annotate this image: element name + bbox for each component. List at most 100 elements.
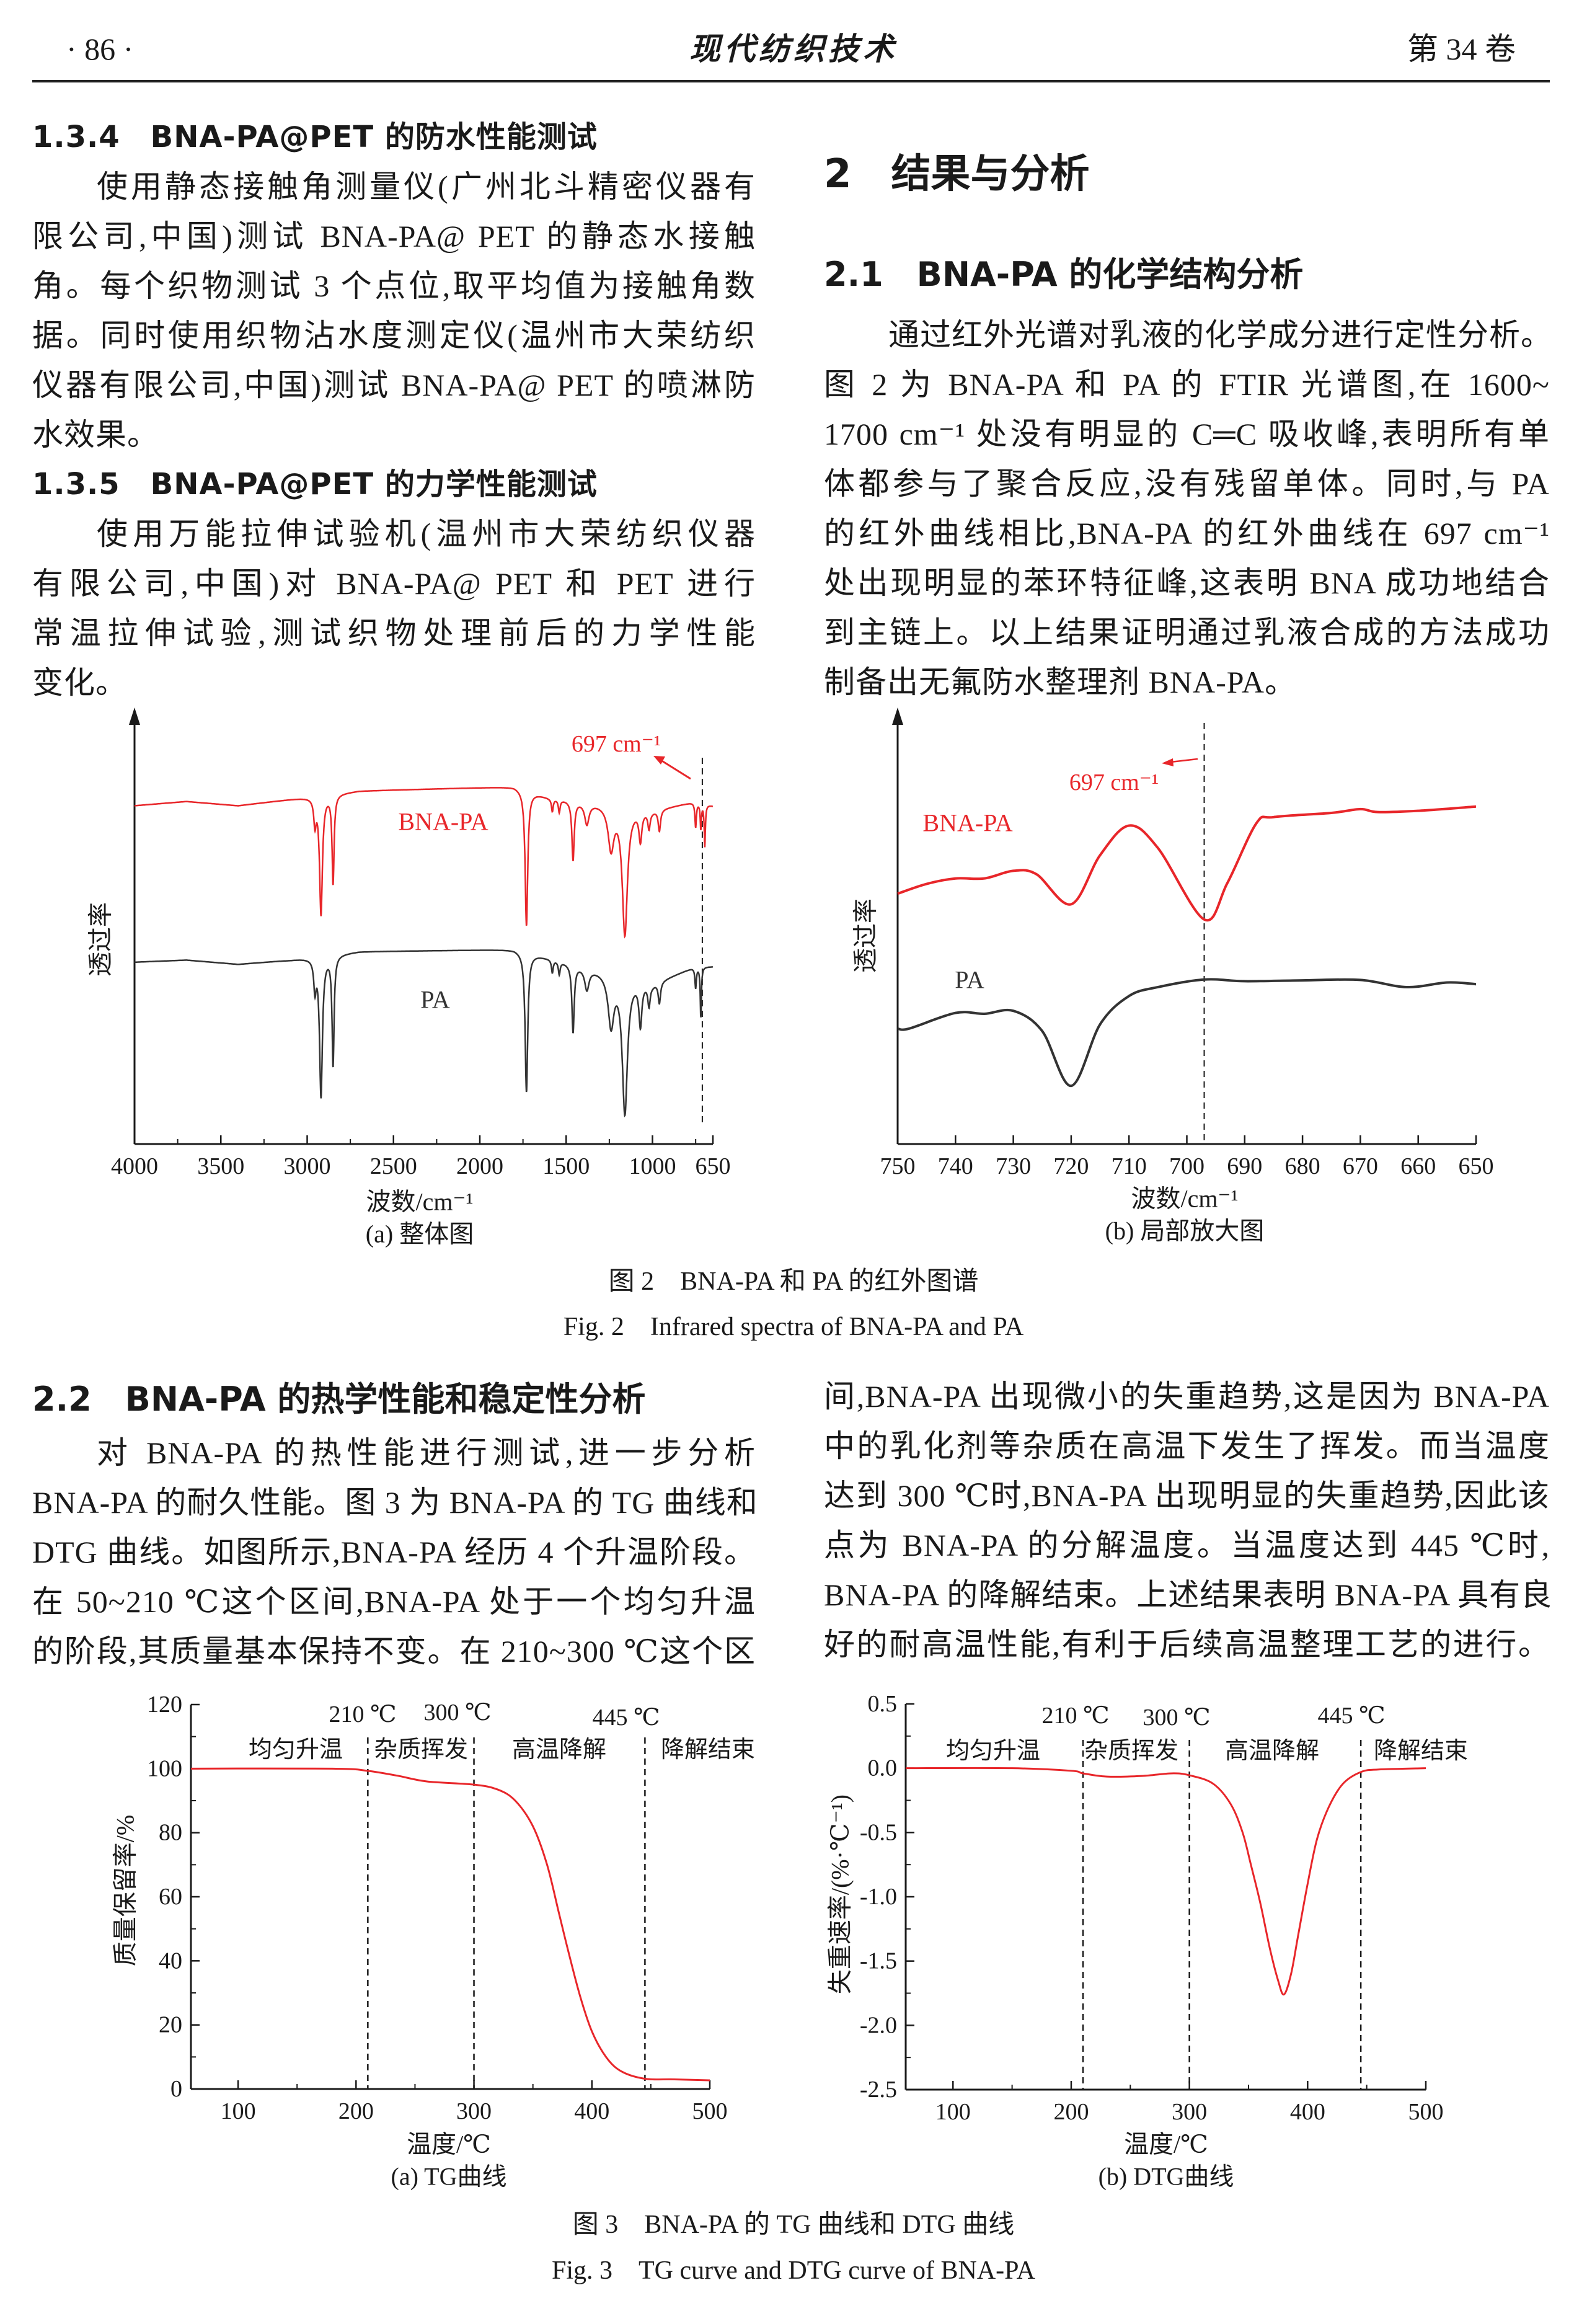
series-line-pa — [135, 949, 713, 1118]
y-tick-label: 0.0 — [868, 1755, 898, 1781]
y-tick-label: 20 — [159, 2012, 182, 2038]
y-tick-label: 80 — [159, 1820, 182, 1846]
series-line-bna-pa — [905, 1767, 1426, 1996]
right-column-bottom: 间,BNA-PA 出现微小的失重趋势,这是因为 BNA-PA 中的乳化剂等杂质在高… — [824, 1372, 1550, 1669]
x-tick-label: 200 — [1053, 2099, 1089, 2125]
text-line: 的阶段,其质量基本保持不变。在 210~300 ℃这个区 — [32, 1634, 756, 1669]
stage-label: 高温降解 — [512, 1737, 606, 1763]
figure-3-caption-cn: 图 3 BNA-PA 的 TG 曲线和 DTG 曲线 — [572, 2211, 1015, 2239]
x-tick-label: 200 — [338, 2098, 374, 2124]
text-line: 水效果。 — [32, 417, 159, 452]
section-heading-1-3-5: 1.3.5 BNA-PA@PET 的力学性能测试 — [32, 467, 598, 502]
x-tick-label: 710 — [1112, 1153, 1147, 1179]
boundary-temperature-label: 300 ℃ — [423, 1700, 491, 1726]
left-column-top: 1.3.4 BNA-PA@PET 的防水性能测试 使用静态接触角测量仪(广州北斗… — [32, 112, 756, 707]
stage-label: 均匀升温 — [249, 1737, 343, 1763]
x-tick-label: 300 — [456, 2098, 492, 2124]
text-line: 据。同时使用织物沾水度测定仪(温州市大荣纺织 — [32, 318, 756, 353]
y-axis-label: 失重速率/(%·℃⁻¹) — [826, 1794, 854, 1994]
text-line: 1700 cm⁻¹ 处没有明显的 C═C 吸收峰,表明所有单 — [824, 417, 1550, 451]
x-tick-label: 300 — [1172, 2099, 1207, 2125]
x-axis-label: 波数/cm⁻¹ — [366, 1188, 473, 1216]
text-line: 有限公司,中国)对 BNA-PA@ PET 和 PET 进行 — [32, 566, 756, 601]
x-tick-label: 100 — [935, 2099, 971, 2125]
journal-title: 现代纺织技术 — [689, 32, 898, 66]
x-tick-label: 670 — [1343, 1153, 1378, 1179]
x-tick-label: 730 — [996, 1153, 1031, 1179]
boundary-temperature-label: 445 ℃ — [592, 1705, 660, 1731]
section-heading-2: 2 结果与分析 — [824, 151, 1090, 197]
series-line-pa — [897, 978, 1477, 1088]
x-tick-label: 700 — [1169, 1153, 1205, 1179]
header-rule — [32, 80, 1550, 82]
text-line: DTG 曲线。如图所示,BNA-PA 经历 4 个升温阶段。 — [32, 1535, 756, 1569]
series-line-bna-pa — [190, 1767, 710, 2082]
series-label-bna-pa: BNA-PA — [922, 809, 1012, 837]
text-line: 间,BNA-PA 出现微小的失重趋势,这是因为 BNA-PA — [824, 1379, 1550, 1414]
text-line: 达到 300 ℃时,BNA-PA 出现明显的失重趋势,因此该 — [824, 1478, 1550, 1513]
x-tick-label: 500 — [692, 2098, 728, 2124]
stage-label: 高温降解 — [1225, 1738, 1319, 1764]
x-tick-label: 3500 — [197, 1153, 244, 1179]
figure-3-caption-en: Fig. 3 TG curve and DTG curve of BNA-PA — [552, 2256, 1035, 2285]
paragraph-waterproof-test: 使用静态接触角测量仪(广州北斗精密仪器有 限公司,中国)测试 BNA-PA@ PE… — [32, 162, 756, 459]
text-line: 使用万能拉伸试验机(温州市大荣纺织仪器 — [97, 517, 756, 551]
y-tick-label: 120 — [147, 1692, 182, 1718]
x-tick-label: 500 — [1408, 2099, 1444, 2125]
y-tick-label: -1.5 — [860, 1948, 897, 1974]
y-tick-label: 0.5 — [868, 1691, 898, 1717]
boundary-temperature-label: 300 ℃ — [1143, 1705, 1210, 1731]
x-tick-label: 660 — [1400, 1153, 1436, 1179]
stage-label: 降解结束 — [1374, 1738, 1468, 1764]
figure-2-caption-cn: 图 2 BNA-PA 和 PA 的红外图谱 — [608, 1267, 979, 1296]
section-heading-1-3-4: 1.3.4 BNA-PA@PET 的防水性能测试 — [32, 120, 598, 154]
x-axis-label: 温度/℃ — [407, 2131, 491, 2158]
text-line: 限公司,中国)测试 BNA-PA@ PET 的静态水接触 — [32, 219, 756, 254]
x-tick-label: 690 — [1227, 1153, 1262, 1179]
x-tick-label: 4000 — [111, 1153, 158, 1179]
text-line: 变化。 — [32, 665, 127, 700]
arrow-head-icon — [653, 756, 665, 765]
figure-2-caption-en: Fig. 2 Infrared spectra of BNA-PA and PA — [563, 1313, 1024, 1341]
page-number: · 86 · — [66, 32, 134, 66]
text-line: 好的耐高温性能,有利于后续高温整理工艺的进行。 — [824, 1627, 1550, 1662]
y-tick-label: 0 — [170, 2076, 182, 2102]
subfigure-caption: (b) DTG曲线 — [1099, 2163, 1234, 2191]
x-tick-label: 650 — [1459, 1153, 1494, 1179]
y-tick-label: -2.0 — [860, 2012, 897, 2038]
boundary-temperature-label: 210 ℃ — [1041, 1703, 1109, 1729]
x-axis-label: 波数/cm⁻¹ — [1131, 1185, 1238, 1213]
x-tick-label: 680 — [1285, 1153, 1320, 1179]
y-tick-label: 60 — [159, 1884, 182, 1910]
paragraph-mechanical-test: 使用万能拉伸试验机(温州市大荣纺织仪器有限公司,中国)对 BNA-PA@ PET… — [32, 509, 756, 707]
left-column-bottom: 对 BNA-PA 的热性能进行测试,进一步分析 BNA-PA 的耐久性能。图 3 … — [32, 1428, 756, 1676]
x-tick-label: 720 — [1053, 1153, 1089, 1179]
subfigure-caption: (a) TG曲线 — [391, 2163, 507, 2191]
x-tick-label: 1000 — [629, 1153, 676, 1179]
volume-number: 第 34 卷 — [1407, 32, 1516, 66]
x-tick-label: 750 — [880, 1153, 916, 1179]
stage-label: 均匀升温 — [946, 1738, 1040, 1764]
x-tick-label: 100 — [221, 2098, 256, 2124]
stage-label: 杂质挥发 — [1084, 1738, 1178, 1764]
boundary-temperature-label: 210 ℃ — [329, 1701, 396, 1727]
y-axis-label: 质量保留率/% — [112, 1815, 139, 1966]
x-tick-label: 2500 — [370, 1153, 417, 1179]
series-label-pa: PA — [955, 966, 984, 994]
text-line: 制备出无氟防水整理剂 BNA-PA。 — [824, 665, 1297, 699]
x-tick-label: 400 — [574, 2098, 609, 2124]
x-tick-label: 650 — [696, 1153, 731, 1179]
stage-label: 降解结束 — [661, 1737, 755, 1763]
text-line: 处出现明显的苯环特征峰,这表明 BNA 成功地结合 — [824, 565, 1550, 600]
x-tick-label: 400 — [1290, 2099, 1325, 2125]
text-line: 到主链上。以上结果证明通过乳液合成的方法成功 — [824, 615, 1550, 650]
y-axis-arrow-icon — [129, 707, 140, 725]
text-line: BNA-PA 的耐久性能。图 3 为 BNA-PA 的 TG 曲线和 — [32, 1485, 756, 1520]
x-tick-label: 2000 — [456, 1153, 503, 1179]
text-line: 常温拉伸试验,测试织物处理前后的力学性能 — [32, 616, 756, 650]
y-tick-label: 100 — [147, 1755, 182, 1781]
text-line: 点为 BNA-PA 的分解温度。当温度达到 445 ℃时, — [824, 1528, 1550, 1563]
paragraph-thermal-right: 间,BNA-PA 出现微小的失重趋势,这是因为 BNA-PA 中的乳化剂等杂质在高… — [824, 1372, 1550, 1669]
text-line: 仪器有限公司,中国)测试 BNA-PA@ PET 的喷淋防 — [32, 368, 756, 402]
series-line-bna-pa — [897, 805, 1477, 922]
